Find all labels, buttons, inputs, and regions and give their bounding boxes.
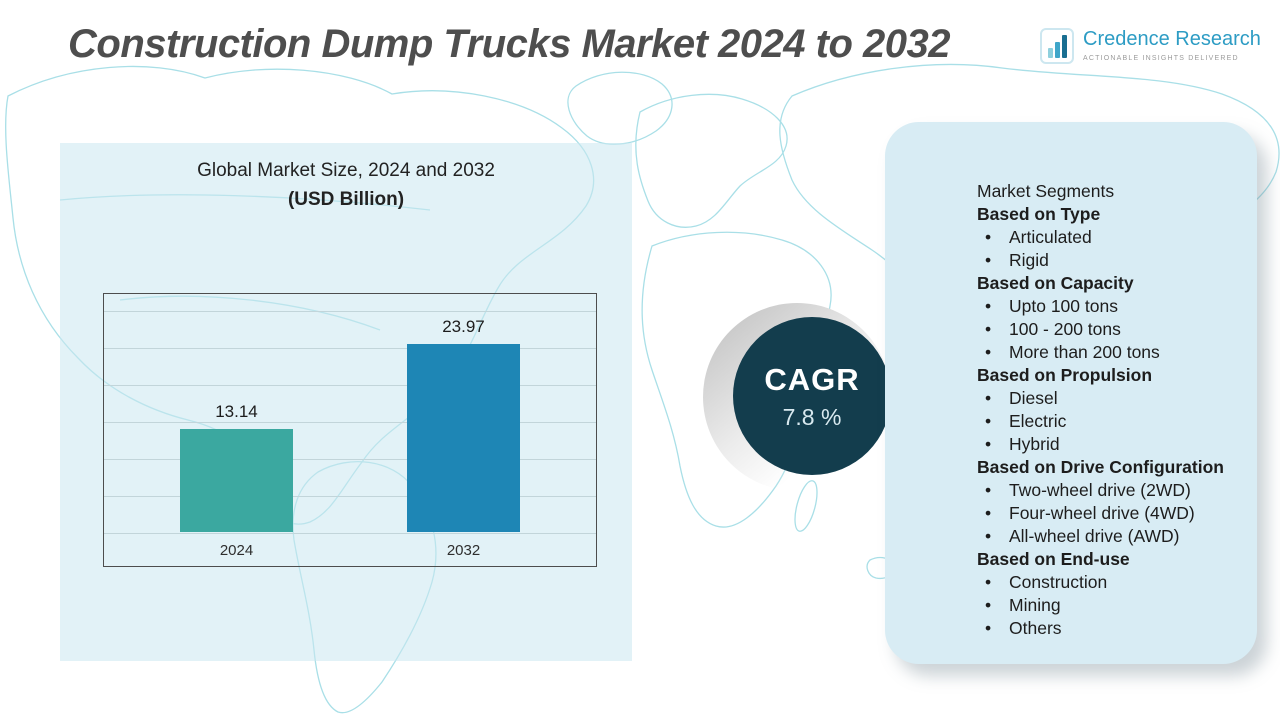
bar	[407, 344, 520, 532]
segment-item-label: Two-wheel drive (2WD)	[1009, 480, 1191, 500]
segments-content: Market Segments Based on Type • Articulate…	[885, 122, 1257, 640]
bar-category-label: 2024	[219, 542, 254, 559]
segment-heading: Based on Type	[977, 204, 1101, 224]
segment-item-label: Others	[1009, 618, 1062, 638]
bar-chart: 13.14 2024 23.97 2032	[103, 293, 597, 567]
bar-plot: 13.14 2024 23.97 2032	[104, 294, 596, 559]
bar-group: 13.14 2024	[180, 402, 293, 559]
cagr-badge: CAGR 7.8 %	[703, 303, 891, 491]
segment-item-label: Hybrid	[1009, 434, 1060, 454]
segment-item-label: Four-wheel drive (4WD)	[1009, 503, 1195, 523]
page-title: Construction Dump Trucks Market 2024 to …	[68, 22, 950, 66]
bullet-icon: •	[985, 595, 992, 615]
bullet-icon: •	[985, 572, 992, 592]
segment-item-label: Diesel	[1009, 388, 1058, 408]
segment-heading: Based on End-use	[977, 549, 1130, 569]
chart-subtitle: (USD Billion)	[287, 189, 405, 210]
logo-bar-small	[1047, 48, 1053, 58]
segment-item: • Construction	[977, 571, 1241, 594]
segment-item-label: Articulated	[1009, 227, 1092, 247]
logo-tagline: ACTIONABLE INSIGHTS DELIVERED	[1083, 55, 1239, 62]
bar-value-label: 23.97	[442, 317, 485, 336]
logo-bar-chart-icon	[1040, 28, 1074, 64]
bullet-icon: •	[985, 480, 992, 500]
segment-item-label: Construction	[1009, 572, 1108, 592]
segment-item-label: More than 200 tons	[1009, 342, 1160, 362]
segment-item-label: 100 - 200 tons	[1009, 319, 1121, 339]
bar-group: 23.97 2032	[407, 317, 520, 559]
bullet-icon: •	[985, 227, 992, 247]
chart-title: Global Market Size, 2024 and 2032	[197, 160, 495, 181]
bar-category-label: 2032	[446, 542, 481, 559]
bar	[180, 429, 293, 532]
bullet-icon: •	[985, 250, 992, 270]
segment-item: • Two-wheel drive (2WD)	[977, 479, 1241, 502]
segments-list: Based on Type • Articulated • Rigid Based on …	[977, 203, 1241, 640]
segment-heading: Based on Propulsion	[977, 365, 1153, 385]
bullet-icon: •	[985, 296, 992, 316]
credence-logo: Credence Research ACTIONABLE INSIGHTS DE…	[1040, 28, 1261, 64]
bullet-icon: •	[985, 618, 992, 638]
market-segments-panel: Market Segments Based on Type • Articulate…	[885, 122, 1257, 664]
segment-item: • Four-wheel drive (4WD)	[977, 502, 1241, 525]
cagr-value: 7.8 %	[782, 403, 842, 430]
segment-item-label: All-wheel drive (AWD)	[1009, 526, 1180, 546]
bullet-icon: •	[985, 526, 992, 546]
bullet-icon: •	[985, 434, 992, 454]
segment-item: • Hybrid	[977, 433, 1241, 456]
segment-item: • All-wheel drive (AWD)	[977, 525, 1241, 548]
segment-item: • Mining	[977, 594, 1241, 617]
segment-item-label: Electric	[1009, 411, 1067, 431]
bullet-icon: •	[985, 319, 992, 339]
segment-item: • Others	[977, 617, 1241, 640]
bullet-icon: •	[985, 342, 992, 362]
segment-item: • More than 200 tons	[977, 341, 1241, 364]
bar-value-label: 13.14	[215, 402, 258, 421]
segment-item-label: Upto 100 tons	[1009, 296, 1118, 316]
logo-text-block: Credence Research ACTIONABLE INSIGHTS DE…	[1083, 28, 1261, 62]
logo-name: Credence Research	[1083, 28, 1261, 50]
logo-bar-medium	[1054, 42, 1060, 58]
segment-item: • Diesel	[977, 387, 1241, 410]
segment-heading: Based on Drive Configuration	[977, 457, 1224, 477]
bullet-icon: •	[985, 388, 992, 408]
segment-item: • 100 - 200 tons	[977, 318, 1241, 341]
segment-item-label: Mining	[1009, 595, 1061, 615]
cagr-circle: CAGR 7.8 %	[733, 317, 891, 475]
bullet-icon: •	[985, 411, 992, 431]
segment-heading: Based on Capacity	[977, 273, 1134, 293]
segments-title: Market Segments	[977, 181, 1115, 201]
segment-item: • Electric	[977, 410, 1241, 433]
segment-item: • Articulated	[977, 226, 1241, 249]
bullet-icon: •	[985, 503, 992, 523]
segment-item: • Rigid	[977, 249, 1241, 272]
segment-item-label: Rigid	[1009, 250, 1049, 270]
chart-title-block: Global Market Size, 2024 and 2032 (USD B…	[60, 160, 632, 211]
logo-bar-large	[1061, 35, 1067, 58]
segment-item: • Upto 100 tons	[977, 295, 1241, 318]
cagr-label: CAGR	[764, 361, 860, 397]
